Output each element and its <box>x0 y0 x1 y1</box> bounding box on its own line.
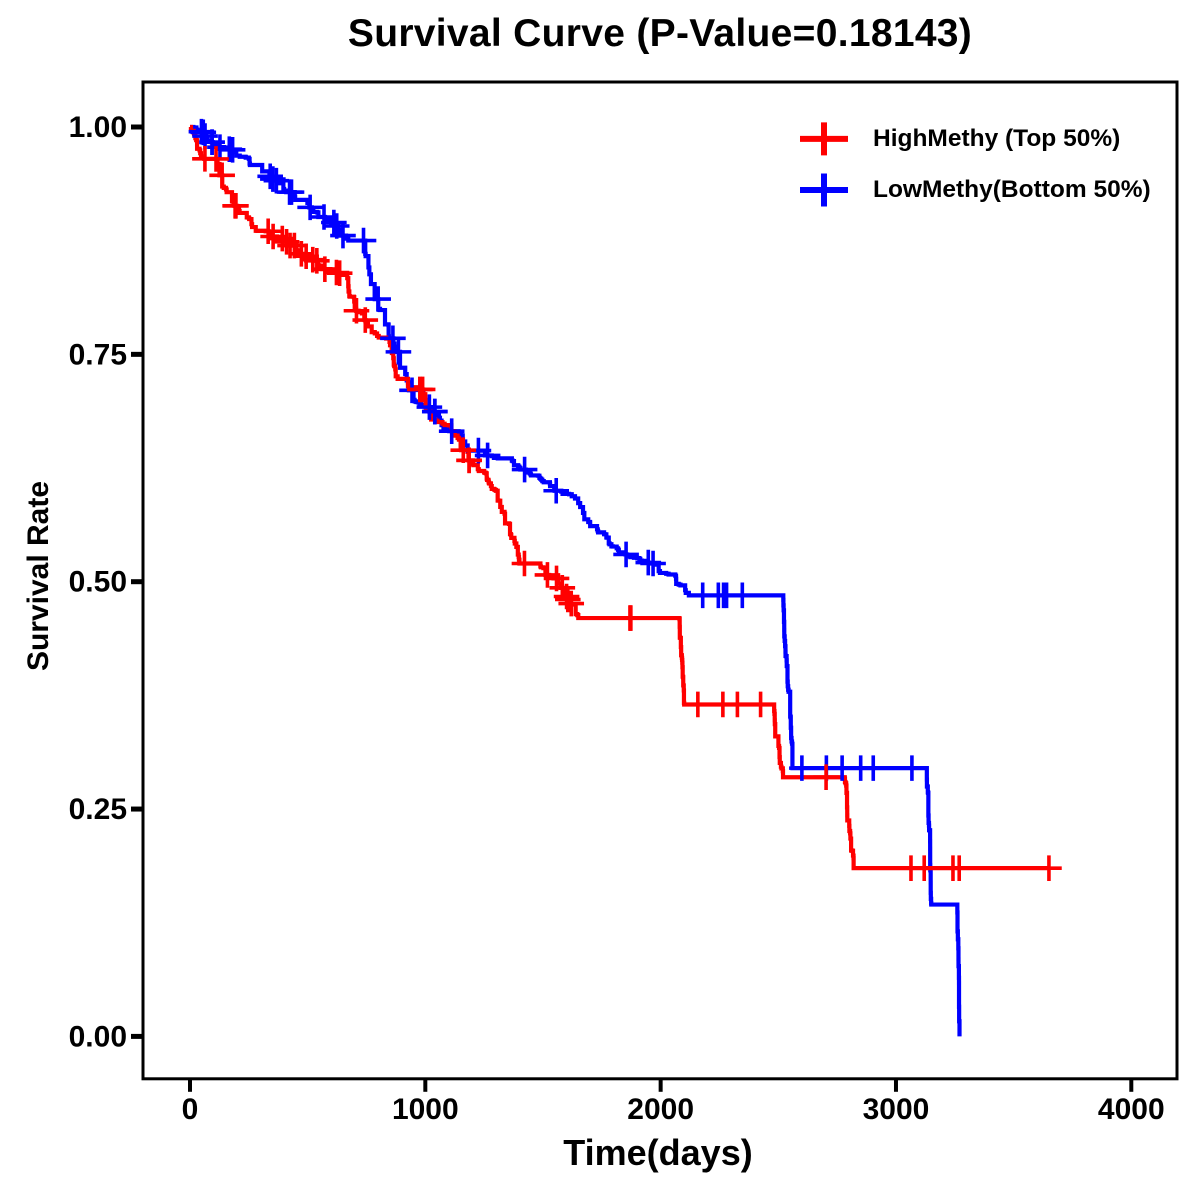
svg-text:0.75: 0.75 <box>69 338 127 371</box>
svg-text:1000: 1000 <box>392 1093 459 1126</box>
svg-text:0.00: 0.00 <box>69 1020 127 1053</box>
svg-text:0.25: 0.25 <box>69 793 127 826</box>
svg-text:1.00: 1.00 <box>69 111 127 144</box>
svg-text:0.50: 0.50 <box>69 566 127 599</box>
svg-text:2000: 2000 <box>627 1093 694 1126</box>
svg-text:4000: 4000 <box>1098 1093 1165 1126</box>
svg-text:3000: 3000 <box>863 1093 930 1126</box>
svg-text:0: 0 <box>182 1093 199 1126</box>
